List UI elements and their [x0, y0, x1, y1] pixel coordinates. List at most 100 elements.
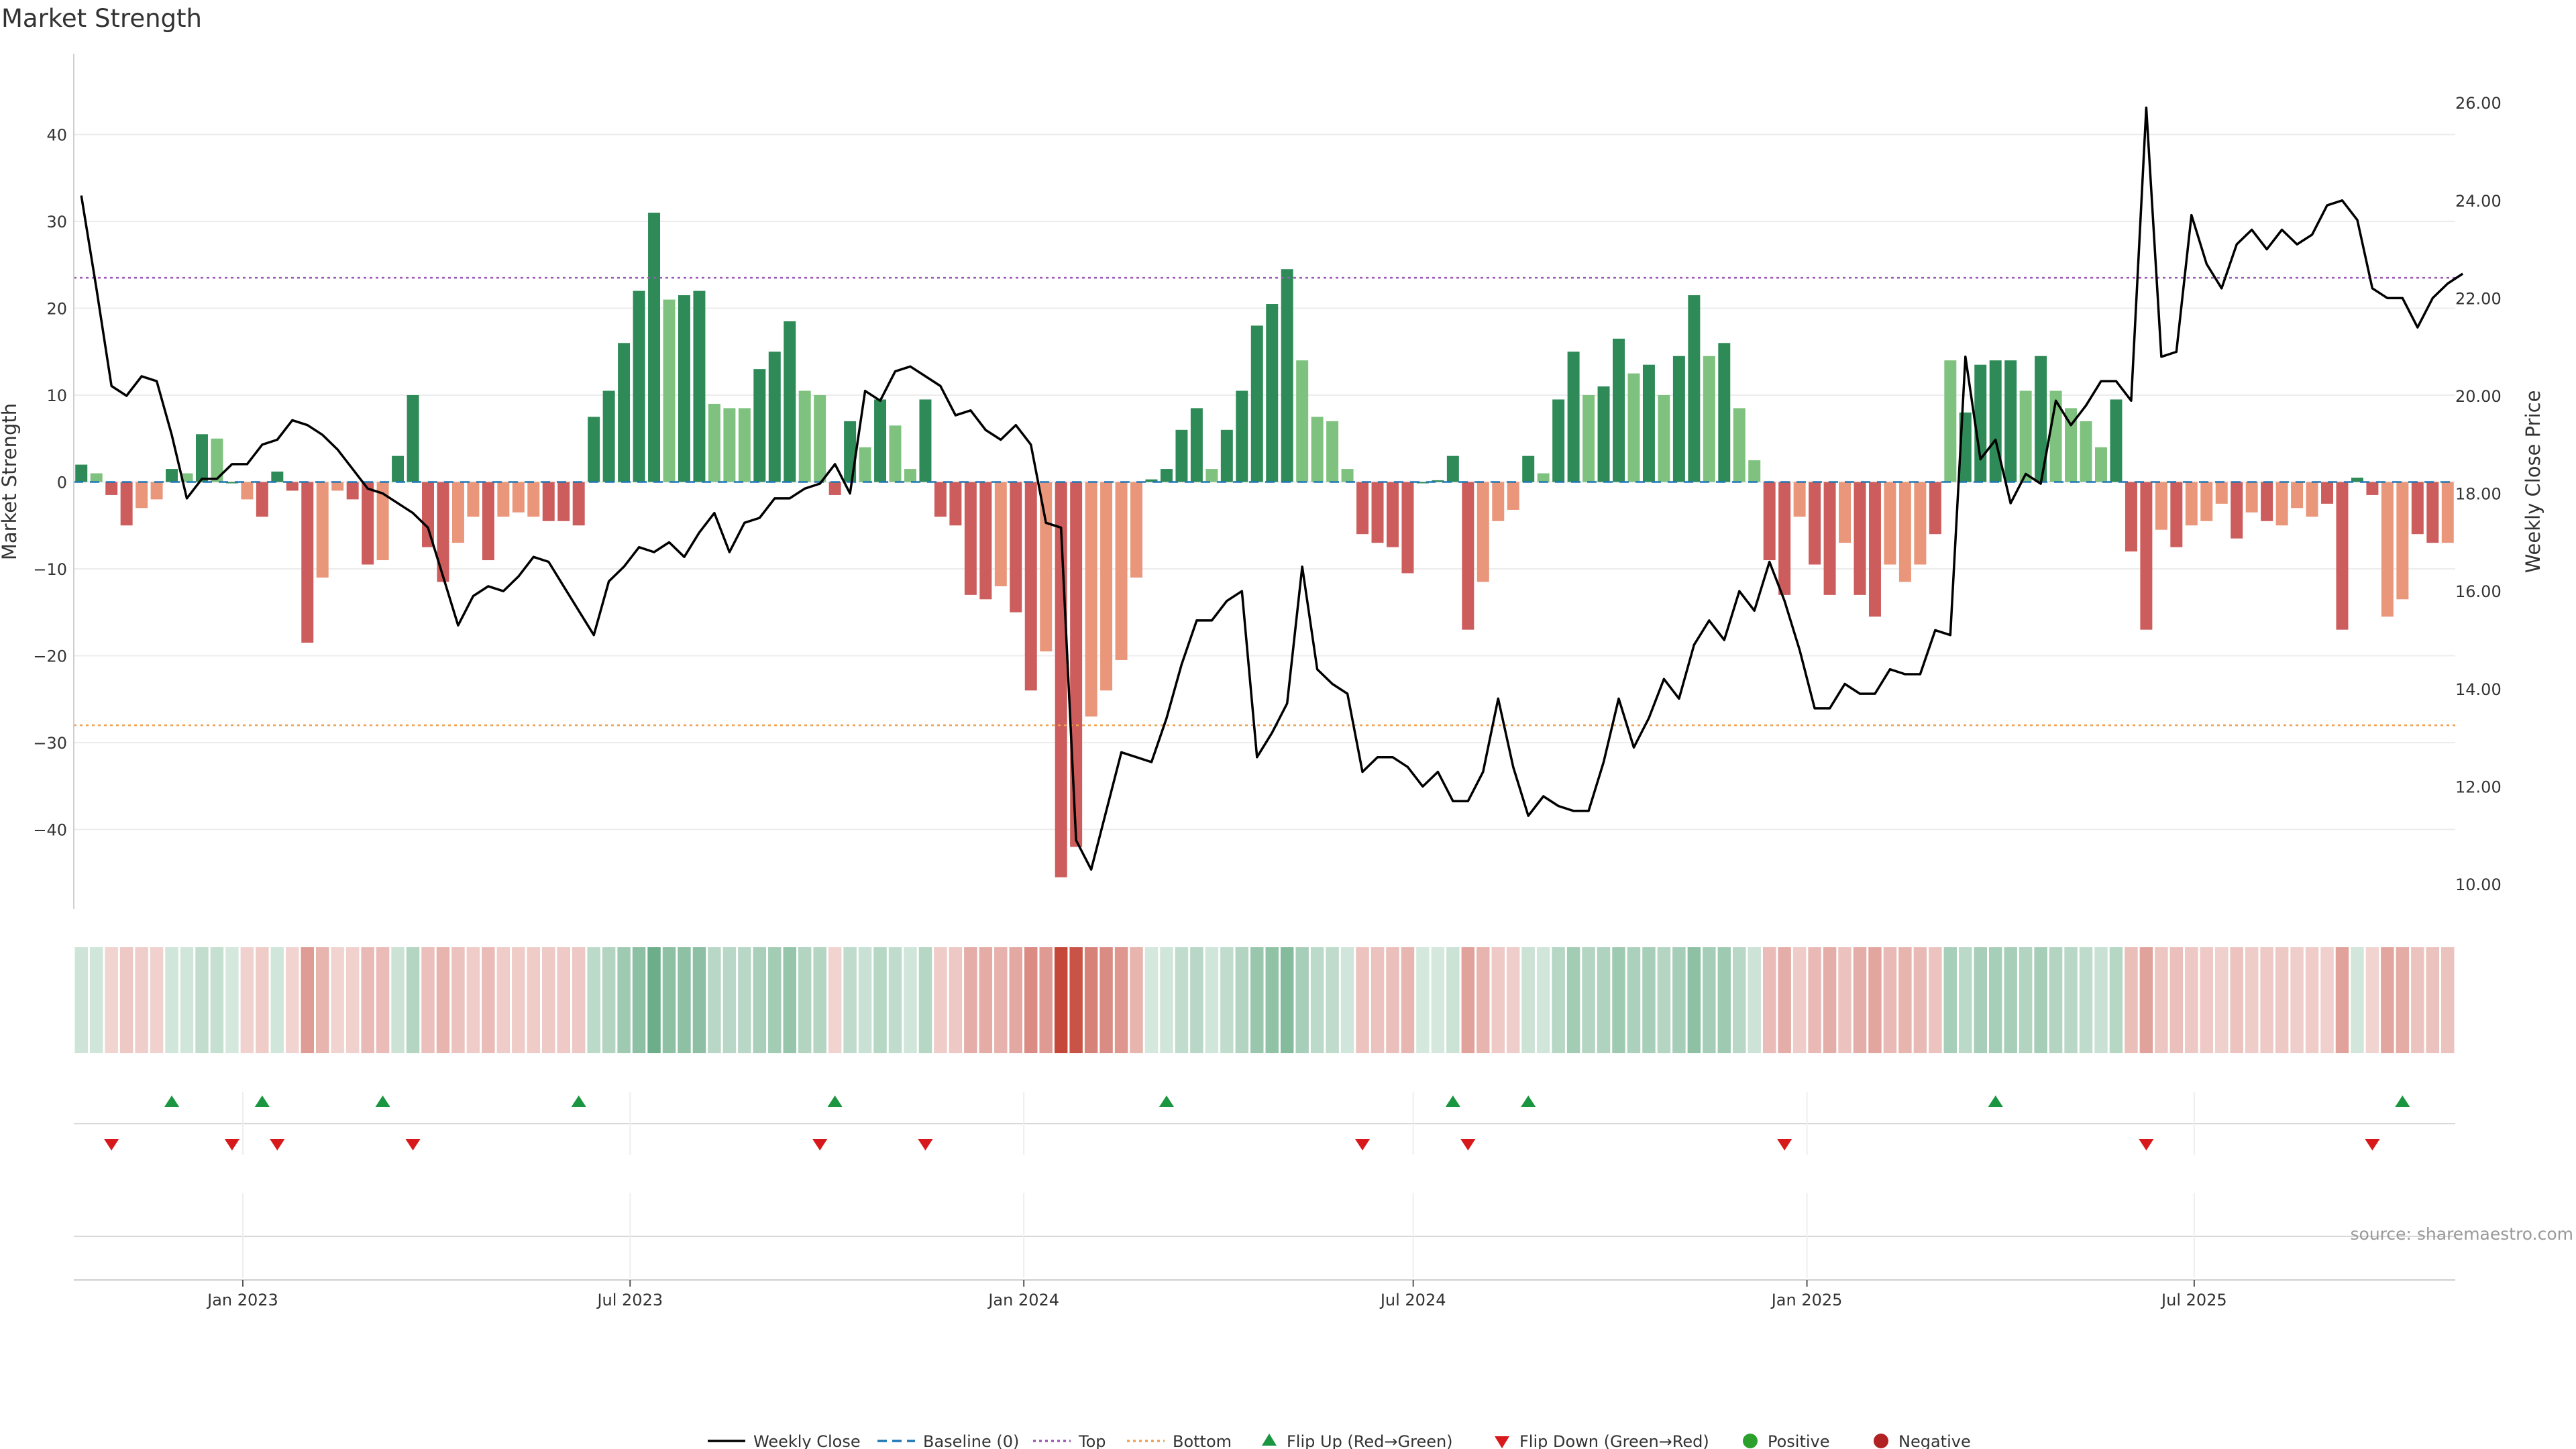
heat-cell: [1235, 947, 1249, 1053]
heat-cell: [2049, 947, 2063, 1053]
strength-bars: [75, 213, 2454, 877]
strength-bar: [1115, 482, 1128, 660]
strength-bar: [1311, 417, 1324, 482]
heat-cell: [617, 947, 631, 1053]
strength-bar: [1220, 429, 1233, 482]
strength-bar: [557, 482, 570, 521]
strength-bar: [2185, 482, 2198, 526]
heat-cell: [1491, 947, 1505, 1053]
heat-cell: [391, 947, 405, 1053]
heat-cell: [783, 947, 796, 1053]
strength-bar: [225, 482, 238, 484]
heat-cell: [934, 947, 947, 1053]
heat-cell: [2260, 947, 2273, 1053]
strength-bar: [1386, 482, 1399, 547]
heat-cell: [1446, 947, 1460, 1053]
strength-bar: [2231, 482, 2243, 539]
flip-down-marker: [224, 1139, 239, 1150]
heat-cell: [496, 947, 511, 1053]
heat-cell: [270, 947, 284, 1053]
heat-cell: [2275, 947, 2289, 1053]
heat-cell: [1913, 947, 1927, 1053]
heat-cell: [1959, 947, 1972, 1053]
strength-bar: [2381, 482, 2394, 617]
heat-cell: [436, 947, 450, 1053]
strength-bar: [2110, 399, 2123, 482]
strength-bar: [2035, 356, 2047, 482]
heat-cell: [2200, 947, 2214, 1053]
x-tick-label: Jan 2025: [1770, 1291, 1843, 1309]
strength-bar: [618, 343, 631, 482]
flip-up-marker: [1159, 1095, 1174, 1107]
heat-cell: [1416, 947, 1430, 1053]
strength-bar: [919, 399, 932, 482]
heat-cell: [2019, 947, 2033, 1053]
strength-bar: [2411, 482, 2424, 535]
strength-bar: [437, 482, 449, 582]
heat-cell: [286, 947, 299, 1053]
heat-cell: [1477, 947, 1490, 1053]
strength-bar: [241, 482, 254, 500]
heat-cell: [1054, 947, 1068, 1053]
strength-bar: [2261, 482, 2273, 521]
strength-bar: [1100, 482, 1113, 691]
flip-down-marker: [270, 1139, 285, 1150]
heat-cell: [225, 947, 239, 1053]
strength-bar: [2065, 408, 2078, 482]
heat-cell: [180, 947, 194, 1053]
heat-cell: [150, 947, 164, 1053]
strength-bar: [2336, 482, 2349, 630]
strength-bar: [1884, 482, 1896, 565]
heat-cell: [1898, 947, 1912, 1053]
strength-bar: [1582, 395, 1595, 482]
strength-bar: [2396, 482, 2409, 600]
heat-cell: [406, 947, 420, 1053]
y2-tick-label: 20.00: [2455, 387, 2502, 406]
strength-bar: [2004, 360, 2017, 482]
heat-cell: [1988, 947, 2002, 1053]
strength-bar: [271, 471, 284, 482]
heat-cell: [979, 947, 993, 1053]
heat-cell: [798, 947, 812, 1053]
y2-tick-label: 16.00: [2455, 582, 2502, 601]
heat-cell: [1340, 947, 1354, 1053]
heat-cell: [2365, 947, 2379, 1053]
heat-cell: [858, 947, 872, 1053]
strength-bar: [180, 473, 193, 482]
heat-cell: [2064, 947, 2078, 1053]
strength-bar: [1688, 295, 1701, 482]
heat-cell: [1190, 947, 1203, 1053]
heat-cell: [210, 947, 224, 1053]
heat-cell: [1672, 947, 1686, 1053]
y2-tick-label: 26.00: [2455, 94, 2502, 113]
heat-cell: [527, 947, 541, 1053]
heat-cell: [2079, 947, 2093, 1053]
legend-label: Weekly Close: [753, 1432, 861, 1449]
strength-bar: [633, 290, 645, 482]
strength-bar: [2351, 478, 2363, 482]
heat-cell: [1175, 947, 1189, 1053]
strength-bar: [1537, 473, 1550, 482]
y-tick-label: −10: [33, 560, 67, 579]
strength-bar: [1160, 469, 1173, 482]
heat-cell: [301, 947, 314, 1053]
y2-tick-label: 14.00: [2455, 680, 2502, 699]
heat-cell: [888, 947, 902, 1053]
heat-cell: [1326, 947, 1339, 1053]
strength-bar: [1854, 482, 1866, 595]
strength-bar: [482, 482, 494, 561]
strength-bar: [2275, 482, 2288, 526]
strength-bar: [105, 482, 118, 495]
strength-bar: [1898, 482, 1911, 582]
heat-cell: [2094, 947, 2108, 1053]
heat-cell: [89, 947, 103, 1053]
legend-label: Baseline (0): [923, 1432, 1019, 1449]
flip-down-marker: [2365, 1139, 2380, 1150]
heat-cell: [1778, 947, 1791, 1053]
strength-bar: [2170, 482, 2183, 547]
strength-bar: [1552, 399, 1565, 482]
strength-bar: [602, 390, 615, 482]
heat-cell: [1521, 947, 1535, 1053]
heat-cell: [1431, 947, 1445, 1053]
strength-bar: [75, 464, 88, 482]
